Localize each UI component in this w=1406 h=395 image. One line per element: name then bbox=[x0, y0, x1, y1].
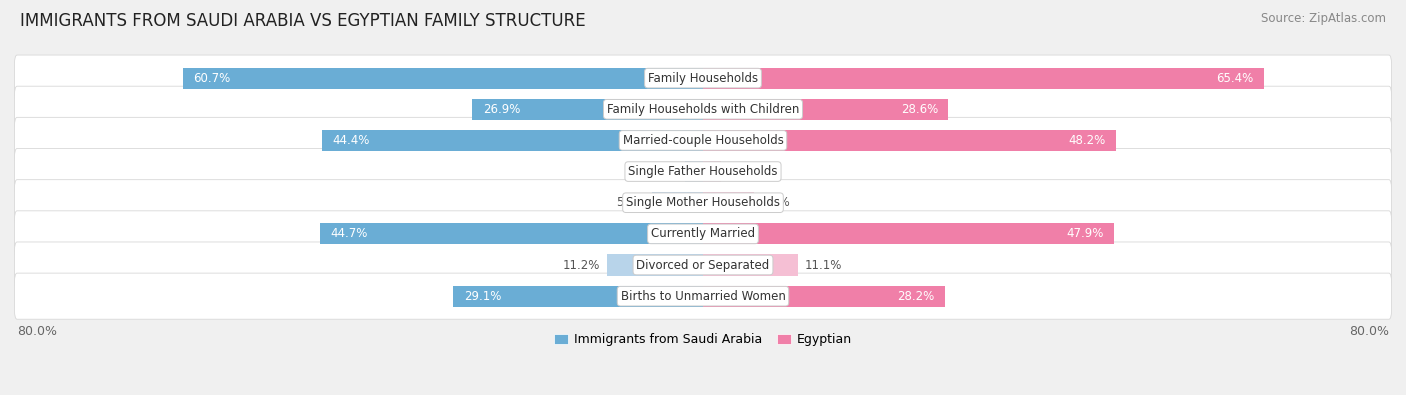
Bar bbox=[703, 99, 948, 120]
Text: 28.2%: 28.2% bbox=[897, 290, 935, 303]
Bar bbox=[322, 130, 703, 151]
Text: Family Households with Children: Family Households with Children bbox=[607, 103, 799, 116]
Bar bbox=[319, 223, 703, 245]
Bar bbox=[472, 99, 703, 120]
Text: Single Father Households: Single Father Households bbox=[628, 165, 778, 178]
Bar bbox=[183, 68, 703, 89]
Text: 80.0%: 80.0% bbox=[1348, 325, 1389, 338]
FancyBboxPatch shape bbox=[14, 55, 1392, 101]
Text: 44.7%: 44.7% bbox=[330, 228, 367, 241]
Text: Births to Unmarried Women: Births to Unmarried Women bbox=[620, 290, 786, 303]
FancyBboxPatch shape bbox=[14, 180, 1392, 226]
FancyBboxPatch shape bbox=[14, 149, 1392, 195]
Text: 80.0%: 80.0% bbox=[17, 325, 58, 338]
Text: 48.2%: 48.2% bbox=[1069, 134, 1107, 147]
Text: IMMIGRANTS FROM SAUDI ARABIA VS EGYPTIAN FAMILY STRUCTURE: IMMIGRANTS FROM SAUDI ARABIA VS EGYPTIAN… bbox=[20, 12, 585, 30]
Text: 2.1%: 2.1% bbox=[728, 165, 758, 178]
Text: 65.4%: 65.4% bbox=[1216, 71, 1254, 85]
Text: 5.9%: 5.9% bbox=[616, 196, 645, 209]
Text: Married-couple Households: Married-couple Households bbox=[623, 134, 783, 147]
Text: 29.1%: 29.1% bbox=[464, 290, 501, 303]
Bar bbox=[454, 286, 703, 307]
Bar bbox=[685, 161, 703, 182]
Text: 47.9%: 47.9% bbox=[1066, 228, 1104, 241]
Text: Family Households: Family Households bbox=[648, 71, 758, 85]
Text: Currently Married: Currently Married bbox=[651, 228, 755, 241]
FancyBboxPatch shape bbox=[14, 273, 1392, 319]
Text: 26.9%: 26.9% bbox=[482, 103, 520, 116]
FancyBboxPatch shape bbox=[14, 86, 1392, 132]
Bar bbox=[703, 254, 799, 276]
Legend: Immigrants from Saudi Arabia, Egyptian: Immigrants from Saudi Arabia, Egyptian bbox=[548, 328, 858, 351]
Text: Source: ZipAtlas.com: Source: ZipAtlas.com bbox=[1261, 12, 1386, 25]
Bar bbox=[703, 192, 754, 213]
Text: 11.1%: 11.1% bbox=[806, 258, 842, 271]
FancyBboxPatch shape bbox=[14, 117, 1392, 164]
Bar bbox=[703, 130, 1116, 151]
Bar bbox=[703, 286, 945, 307]
Text: 5.9%: 5.9% bbox=[761, 196, 790, 209]
Text: 2.1%: 2.1% bbox=[648, 165, 678, 178]
Text: Single Mother Households: Single Mother Households bbox=[626, 196, 780, 209]
Bar bbox=[703, 161, 721, 182]
Bar bbox=[652, 192, 703, 213]
Bar bbox=[703, 68, 1264, 89]
FancyBboxPatch shape bbox=[14, 242, 1392, 288]
Bar bbox=[607, 254, 703, 276]
FancyBboxPatch shape bbox=[14, 211, 1392, 257]
Bar bbox=[703, 223, 1114, 245]
Text: Divorced or Separated: Divorced or Separated bbox=[637, 258, 769, 271]
Text: 11.2%: 11.2% bbox=[562, 258, 600, 271]
Text: 44.4%: 44.4% bbox=[333, 134, 370, 147]
Text: 60.7%: 60.7% bbox=[193, 71, 231, 85]
Text: 28.6%: 28.6% bbox=[901, 103, 938, 116]
